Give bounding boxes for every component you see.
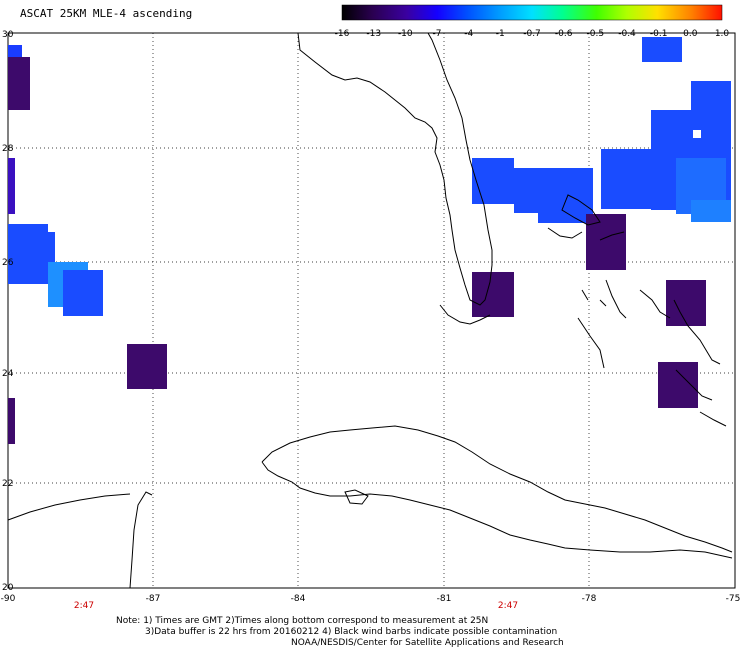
coastlines	[7, 32, 733, 589]
colorbar-labels: -16 -13 -10 -7 -4 -1 -0.7 -0.6 -0.5 -0.4…	[335, 29, 730, 39]
florida-coast	[129, 32, 493, 589]
lon-label: -75	[726, 594, 740, 604]
data-cell	[472, 272, 514, 317]
pass-time-label: 2:47	[74, 601, 94, 611]
data-cell	[693, 130, 701, 138]
data-cell	[127, 344, 167, 389]
colorbar-label: -10	[398, 29, 413, 39]
data-cell	[8, 57, 30, 110]
data-cell	[8, 45, 22, 57]
data-cell	[8, 158, 15, 214]
data-cell	[666, 280, 706, 326]
colorbar-label: -0.7	[523, 29, 541, 39]
colorbar-label: -4	[464, 29, 473, 39]
data-cell	[8, 398, 15, 444]
map-frame	[7, 32, 736, 589]
data-cell	[538, 168, 593, 223]
lat-label: 28	[2, 144, 14, 154]
cuba	[261, 425, 733, 559]
lat-label: 24	[2, 369, 14, 379]
data-cell	[586, 214, 626, 270]
florida-keys	[439, 304, 491, 325]
wind-cells	[8, 37, 731, 444]
lon-label: -84	[291, 594, 306, 604]
lon-label: -90	[1, 594, 16, 604]
data-cell	[63, 270, 103, 316]
map-title: ASCAT 25KM MLE-4 ascending	[20, 7, 193, 20]
data-cell	[691, 200, 731, 222]
colorbar-label: -0.5	[587, 29, 605, 39]
lat-label: 26	[2, 258, 14, 268]
colorbar-label: -7	[433, 29, 442, 39]
lat-label: 22	[2, 479, 13, 489]
note-line-3: NOAA/NESDIS/Center for Satellite Applica…	[291, 638, 564, 648]
lat-label: 30	[2, 30, 14, 40]
note-line-2: 3)Data buffer is 22 hrs from 20160212 4)…	[145, 627, 558, 637]
lon-label: -81	[437, 594, 452, 604]
colorbar-label: -0.1	[650, 29, 668, 39]
colorbar	[341, 4, 723, 21]
colorbar-label: -13	[366, 29, 381, 39]
lat-labels: 30 28 26 24 22 20	[2, 30, 14, 593]
data-cell	[472, 158, 514, 204]
lon-label: -87	[146, 594, 161, 604]
data-cell	[642, 37, 682, 62]
yucatan-coast	[7, 493, 131, 521]
colorbar-label: -0.4	[618, 29, 636, 39]
colorbar-label: -0.6	[555, 29, 573, 39]
bahamas	[547, 194, 727, 427]
lat-label: 20	[2, 583, 14, 593]
data-cell	[658, 362, 698, 408]
colorbar-label: 0.0	[683, 29, 698, 39]
graticule	[8, 33, 735, 588]
isle-of-youth	[344, 489, 369, 505]
lon-labels: -90 -87 -84 -81 -78 -75	[1, 594, 740, 604]
colorbar-label: -16	[335, 29, 350, 39]
pass-time-label: 2:47	[498, 601, 518, 611]
colorbar-label: -1	[496, 29, 505, 39]
note-line-1: Note: 1) Times are GMT 2)Times along bot…	[116, 616, 489, 626]
lon-label: -78	[582, 594, 597, 604]
colorbar-label: 1.0	[715, 29, 730, 39]
data-cell	[601, 149, 651, 209]
